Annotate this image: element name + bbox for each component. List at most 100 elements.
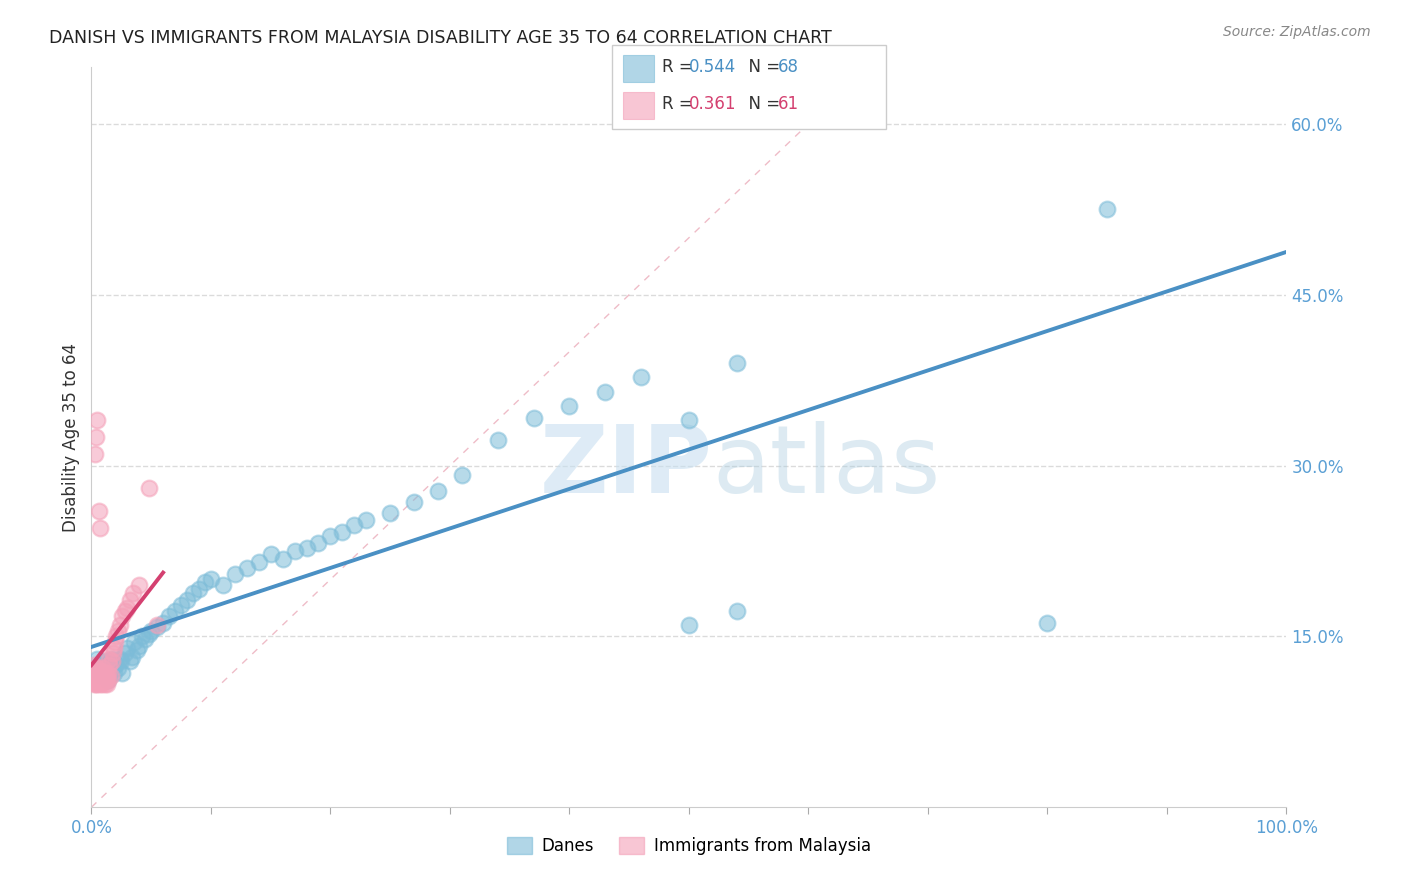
- Point: [97, 673, 120, 687]
- Point: [678, 618, 700, 632]
- Point: [103, 665, 125, 680]
- Point: [170, 598, 193, 612]
- Point: [93, 669, 114, 683]
- Point: [118, 593, 141, 607]
- Point: [108, 618, 131, 632]
- Point: [84, 447, 107, 461]
- Point: [134, 632, 156, 646]
- Point: [96, 669, 118, 683]
- Point: [87, 664, 110, 678]
- Point: [125, 643, 148, 657]
- Point: [115, 640, 138, 655]
- Point: [100, 669, 122, 683]
- Point: [90, 657, 112, 672]
- Point: [82, 665, 104, 680]
- Point: [83, 677, 105, 691]
- Point: [97, 665, 120, 680]
- Point: [114, 604, 136, 618]
- Point: [94, 673, 117, 687]
- Point: [100, 652, 122, 666]
- Point: [86, 665, 108, 680]
- Text: 68: 68: [778, 58, 799, 76]
- Point: [181, 586, 204, 600]
- Point: [94, 665, 117, 680]
- Point: [110, 655, 132, 669]
- Point: [284, 544, 307, 558]
- Point: [84, 673, 107, 687]
- Point: [124, 635, 146, 649]
- Point: [725, 604, 748, 618]
- Point: [83, 665, 105, 680]
- Point: [84, 430, 107, 444]
- Point: [121, 649, 143, 664]
- Point: [295, 541, 318, 555]
- Point: [96, 665, 118, 680]
- Point: [101, 647, 124, 661]
- Point: [105, 629, 128, 643]
- Point: [86, 673, 108, 687]
- Point: [122, 586, 145, 600]
- Point: [89, 521, 111, 535]
- Point: [86, 661, 108, 675]
- Point: [163, 604, 186, 618]
- Point: [157, 608, 180, 623]
- Point: [404, 495, 426, 509]
- Point: [93, 661, 114, 675]
- Point: [100, 655, 122, 669]
- Legend: Danes, Immigrants from Malaysia: Danes, Immigrants from Malaysia: [501, 830, 877, 862]
- Text: N =: N =: [738, 58, 786, 76]
- Point: [84, 664, 107, 678]
- Point: [725, 356, 748, 370]
- Point: [87, 664, 110, 678]
- Point: [87, 675, 110, 690]
- Point: [84, 661, 107, 675]
- Point: [98, 652, 121, 666]
- Point: [131, 629, 153, 643]
- Point: [96, 677, 118, 691]
- Point: [94, 655, 117, 669]
- Point: [114, 647, 136, 661]
- Point: [523, 410, 546, 425]
- Point: [224, 566, 246, 581]
- Point: [107, 661, 129, 675]
- Point: [378, 507, 402, 521]
- Text: Source: ZipAtlas.com: Source: ZipAtlas.com: [1223, 25, 1371, 39]
- Point: [91, 677, 114, 691]
- Point: [89, 677, 111, 691]
- Point: [200, 573, 222, 587]
- Point: [84, 677, 107, 691]
- Point: [138, 481, 160, 495]
- Point: [101, 655, 124, 669]
- Text: 61: 61: [778, 95, 799, 113]
- Text: ZIP: ZIP: [540, 421, 713, 513]
- Point: [128, 639, 150, 653]
- Point: [87, 504, 110, 518]
- Point: [93, 665, 114, 680]
- Point: [187, 582, 211, 596]
- Point: [115, 601, 138, 615]
- Point: [486, 434, 509, 448]
- Point: [93, 673, 115, 687]
- Point: [93, 669, 114, 683]
- Point: [90, 673, 112, 687]
- Point: [82, 673, 104, 687]
- Point: [84, 675, 107, 690]
- Point: [86, 677, 108, 691]
- Point: [146, 618, 169, 632]
- Point: [678, 413, 700, 427]
- Point: [235, 561, 259, 575]
- Point: [1097, 202, 1119, 217]
- Text: atlas: atlas: [713, 421, 941, 513]
- Point: [343, 517, 366, 532]
- Point: [97, 673, 120, 687]
- Point: [100, 664, 122, 678]
- Point: [84, 669, 107, 683]
- Point: [426, 483, 449, 498]
- Point: [98, 657, 121, 672]
- Point: [118, 655, 141, 669]
- Point: [89, 673, 111, 687]
- Text: 0.361: 0.361: [689, 95, 737, 113]
- Point: [104, 635, 127, 649]
- Point: [141, 624, 162, 638]
- Point: [89, 665, 111, 680]
